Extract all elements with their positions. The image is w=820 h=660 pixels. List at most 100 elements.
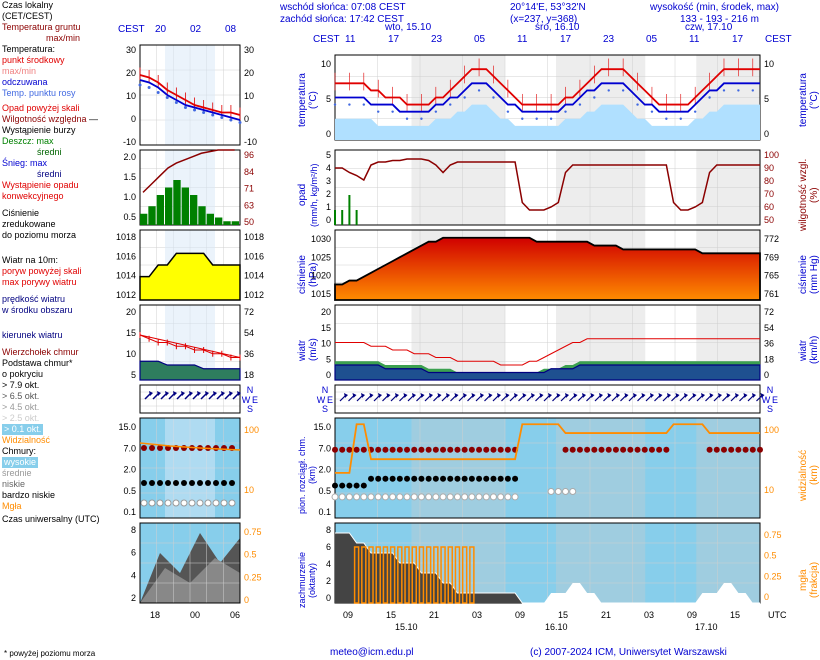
- svg-text:2: 2: [326, 189, 331, 199]
- svg-text:1015: 1015: [311, 289, 331, 299]
- svg-text:0: 0: [764, 370, 769, 380]
- svg-text:5: 5: [326, 94, 331, 104]
- svg-text:0.1: 0.1: [318, 507, 331, 517]
- svg-text:50: 50: [764, 215, 774, 225]
- svg-text:05: 05: [474, 34, 486, 45]
- svg-text:10: 10: [321, 339, 331, 349]
- svg-text:6: 6: [326, 542, 331, 552]
- svg-text:3: 3: [326, 176, 331, 186]
- svg-text:-10: -10: [244, 137, 257, 147]
- svg-text:21: 21: [429, 610, 439, 620]
- svg-text:18: 18: [764, 354, 774, 364]
- svg-text:21: 21: [601, 610, 611, 620]
- svg-text:1.0: 1.0: [123, 192, 136, 202]
- svg-text:1.5: 1.5: [123, 172, 136, 182]
- svg-text:96: 96: [244, 150, 254, 160]
- svg-text:0: 0: [326, 593, 331, 603]
- charts-svg: CEST200208CEST11172305111723051117CESTwt…: [0, 0, 820, 660]
- svg-text:czw, 17.10: czw, 17.10: [685, 22, 733, 33]
- svg-text:02: 02: [190, 24, 202, 35]
- svg-text:20: 20: [126, 307, 136, 317]
- svg-text:50: 50: [244, 217, 254, 227]
- svg-text:0.5: 0.5: [123, 486, 136, 496]
- svg-text:2.0: 2.0: [318, 465, 331, 475]
- svg-text:6: 6: [131, 548, 136, 558]
- svg-text:15: 15: [558, 610, 568, 620]
- svg-text:UTC: UTC: [768, 610, 787, 620]
- svg-text:23: 23: [431, 34, 443, 45]
- svg-text:71: 71: [244, 184, 254, 194]
- svg-text:1016: 1016: [116, 251, 136, 261]
- svg-text:8: 8: [326, 525, 331, 535]
- svg-text:769: 769: [764, 252, 779, 262]
- svg-text:5: 5: [764, 94, 769, 104]
- svg-text:09: 09: [515, 610, 525, 620]
- svg-text:2: 2: [326, 576, 331, 586]
- svg-text:śro, 16.10: śro, 16.10: [535, 22, 580, 33]
- svg-text:S: S: [247, 404, 253, 414]
- svg-text:0: 0: [131, 114, 136, 124]
- svg-text:11: 11: [689, 34, 700, 45]
- svg-text:16.10: 16.10: [545, 622, 568, 632]
- svg-text:1016: 1016: [244, 251, 264, 261]
- svg-text:CEST: CEST: [313, 34, 340, 45]
- svg-text:15: 15: [730, 610, 740, 620]
- meteogram-container: wschód słońca: 07:08 CEST zachód słońca:…: [0, 0, 820, 660]
- svg-text:09: 09: [687, 610, 697, 620]
- svg-text:0: 0: [326, 370, 331, 380]
- svg-text:4: 4: [326, 559, 331, 569]
- svg-text:1012: 1012: [244, 290, 264, 300]
- svg-text:100: 100: [244, 425, 259, 435]
- svg-text:36: 36: [244, 349, 254, 359]
- svg-text:0.25: 0.25: [244, 572, 262, 582]
- footnote: * powyżej poziomu morza: [4, 649, 95, 658]
- svg-text:20: 20: [155, 24, 167, 35]
- svg-text:72: 72: [764, 307, 774, 317]
- svg-text:0.5: 0.5: [764, 551, 777, 561]
- svg-text:15: 15: [386, 610, 396, 620]
- svg-text:30: 30: [126, 45, 136, 55]
- svg-text:17: 17: [732, 34, 744, 45]
- svg-text:0: 0: [764, 129, 769, 139]
- svg-text:15.10: 15.10: [395, 622, 418, 632]
- svg-text:0: 0: [244, 114, 249, 124]
- svg-text:N: N: [767, 385, 774, 395]
- svg-text:4: 4: [326, 163, 331, 173]
- svg-text:1025: 1025: [311, 252, 331, 262]
- svg-text:00: 00: [190, 610, 200, 620]
- svg-text:5: 5: [326, 354, 331, 364]
- svg-text:1: 1: [326, 202, 331, 212]
- svg-text:54: 54: [764, 323, 774, 333]
- svg-text:0.5: 0.5: [123, 212, 136, 222]
- svg-text:10: 10: [244, 91, 254, 101]
- svg-text:08: 08: [225, 24, 237, 35]
- svg-text:20: 20: [321, 307, 331, 317]
- svg-text:18: 18: [244, 370, 254, 380]
- svg-text:2: 2: [131, 593, 136, 603]
- svg-text:17: 17: [560, 34, 572, 45]
- svg-text:10: 10: [764, 485, 774, 495]
- svg-text:18: 18: [150, 610, 160, 620]
- svg-text:0: 0: [326, 215, 331, 225]
- svg-text:15.0: 15.0: [118, 422, 136, 432]
- svg-text:30: 30: [244, 45, 254, 55]
- svg-text:5: 5: [326, 150, 331, 160]
- svg-text:72: 72: [244, 307, 254, 317]
- svg-text:54: 54: [244, 328, 254, 338]
- svg-text:N: N: [247, 385, 254, 395]
- svg-text:S: S: [767, 404, 773, 414]
- svg-text:1014: 1014: [244, 271, 264, 281]
- svg-text:20: 20: [126, 68, 136, 78]
- svg-text:84: 84: [244, 167, 254, 177]
- svg-text:20: 20: [244, 68, 254, 78]
- svg-text:0.1: 0.1: [123, 507, 136, 517]
- svg-text:1014: 1014: [116, 271, 136, 281]
- svg-text:0: 0: [326, 129, 331, 139]
- svg-text:15: 15: [126, 328, 136, 338]
- svg-text:0.5: 0.5: [244, 550, 257, 560]
- svg-text:10: 10: [764, 59, 774, 69]
- svg-text:0.25: 0.25: [764, 571, 782, 581]
- svg-text:15.0: 15.0: [313, 422, 331, 432]
- svg-text:80: 80: [764, 176, 774, 186]
- svg-text:05: 05: [646, 34, 658, 45]
